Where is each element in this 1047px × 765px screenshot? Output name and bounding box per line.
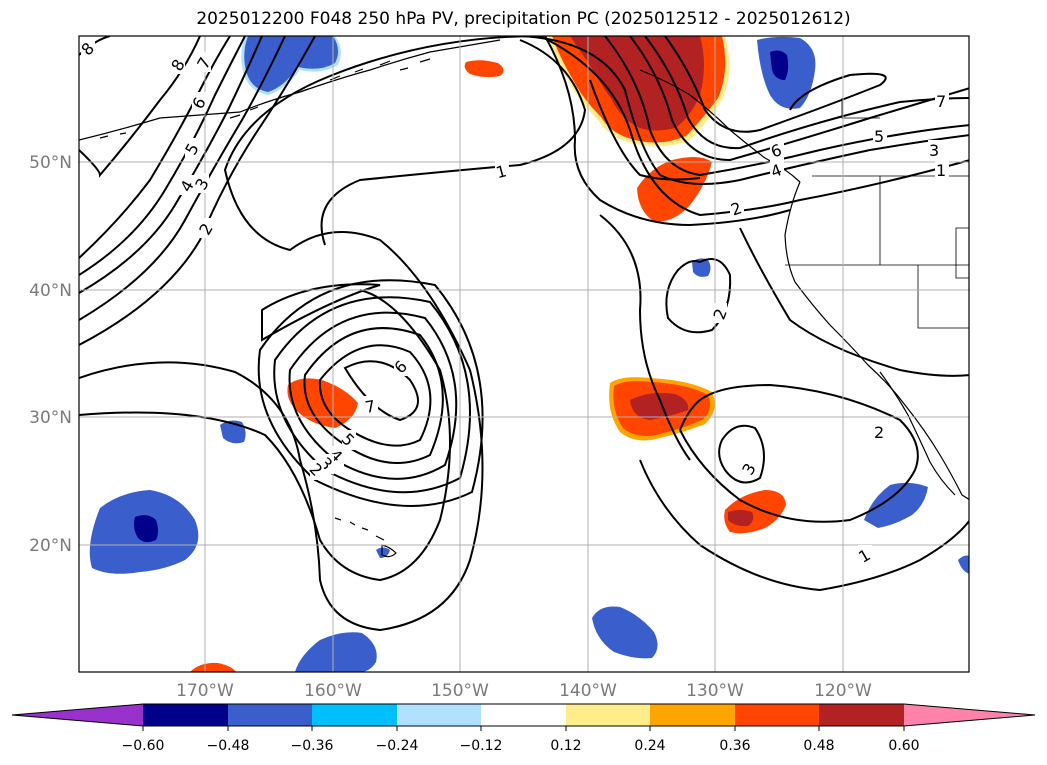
lon-label: 160°W: [304, 681, 362, 701]
colorbar-segment: [650, 704, 735, 726]
lon-label: 170°W: [176, 681, 234, 701]
graticule: [79, 36, 969, 672]
pv-contour: [664, 36, 887, 133]
positive-precip-core: [570, 36, 704, 131]
colorbar-tick-labels: −0.60 −0.48 −0.36 −0.24 −0.12 0.12 0.24 …: [122, 738, 920, 754]
colorbar-segment: [397, 704, 481, 726]
colorbar-extend-low: [12, 704, 143, 726]
colorbar-tick-label: 0.48: [803, 738, 834, 754]
negative-precip-area: [295, 632, 377, 672]
pv-contour: [79, 36, 231, 259]
pv-contour: [539, 36, 969, 217]
pv-contour: [273, 296, 471, 494]
pv-contour: [644, 36, 969, 150]
pv-contour: [629, 36, 969, 162]
colorbar-segment: [481, 704, 566, 726]
lon-label: 150°W: [431, 681, 489, 701]
negative-precip-area: [692, 258, 711, 277]
contour-label: 3: [929, 141, 939, 160]
map-frame: [78, 35, 970, 673]
colorbar-extend-high: [904, 704, 1035, 726]
state-borders: [785, 98, 969, 329]
negative-precip-area: [592, 606, 658, 659]
lon-label: 120°W: [814, 681, 872, 701]
colorbar-tick-label: −0.36: [291, 738, 334, 754]
lat-label: 20°N: [29, 536, 72, 556]
negative-precip-area: [864, 482, 928, 528]
colorbar-segment: [819, 704, 904, 726]
baja-coastline: [879, 371, 956, 496]
pv-contour: [544, 36, 791, 227]
contour-label: 7: [936, 92, 946, 111]
colorbar-tick-label: 0.24: [634, 738, 665, 754]
positive-precip-core: [728, 510, 754, 527]
colorbar: −0.60 −0.48 −0.36 −0.24 −0.12 0.12 0.24 …: [11, 703, 1036, 754]
pv-contours: [79, 36, 969, 632]
lat-label: 30°N: [29, 408, 72, 428]
lon-label: 140°W: [559, 681, 617, 701]
positive-precip-core: [630, 392, 689, 420]
lon-label: 130°W: [686, 681, 744, 701]
pv-contour: [288, 311, 458, 480]
colorbar-segment: [143, 704, 228, 726]
lat-label: 50°N: [29, 153, 72, 173]
aleutian-islands: [99, 58, 431, 139]
pv-contour: [639, 459, 969, 592]
colorbar-segment: [566, 704, 650, 726]
colorbar-tick-label: 0.12: [550, 738, 581, 754]
pv-contour: [79, 36, 263, 294]
contour-label-group: 8 8 7 6 5 4 3 2 1 2 2: [79, 38, 949, 567]
pv-contour: [261, 283, 381, 342]
map-title: 2025012200 F048 250 hPa PV, precipitatio…: [196, 9, 851, 29]
negative-precip-core: [134, 515, 158, 543]
negative-precip-area: [376, 547, 390, 558]
pv-contour: [739, 227, 969, 377]
colorbar-segment: [228, 704, 312, 726]
colorbar-tick-label: −0.12: [460, 738, 503, 754]
pv-contour: [589, 79, 701, 181]
negative-precip-area: [958, 555, 969, 574]
map-panel: 8 8 7 6 5 4 3 2 1 2 2: [78, 35, 970, 673]
pv-contour: [519, 36, 969, 185]
hawaii-islands: [334, 517, 397, 558]
negative-precip-core: [770, 50, 789, 80]
longitude-labels: 170°W 160°W 150°W 140°W 130°W 120°W: [176, 681, 872, 701]
positive-precip-area: [190, 662, 236, 672]
colorbar-tick-label: 0.36: [719, 738, 750, 754]
pv-contour: [599, 214, 691, 461]
positive-precip-area: [464, 60, 504, 78]
pv-contour: [257, 279, 484, 507]
colorbar-tick-label: −0.24: [376, 738, 419, 754]
map-background: [79, 36, 969, 672]
north-america-west-coastline: [784, 181, 969, 501]
alaska-coastline: [79, 39, 501, 141]
colorbar-segment: [312, 704, 397, 726]
pv-contour: [79, 289, 451, 582]
latitude-labels: 50°N 40°N 30°N 20°N: [29, 153, 72, 556]
contour-label: 5: [874, 127, 884, 146]
contour-label: 2: [874, 423, 884, 442]
contour-label: 7: [364, 396, 377, 416]
pv-contour: [303, 327, 444, 464]
colorbar-tick-label: −0.60: [122, 738, 165, 754]
contour-label: 1: [936, 161, 946, 180]
pv-contour: [318, 344, 432, 447]
colorbar-tick-label: −0.48: [207, 738, 250, 754]
colorbar-ticks: [142, 726, 905, 731]
precipitation-shading: [89, 36, 969, 672]
colorbar-segment: [735, 704, 819, 726]
colorbar-tick-label: 0.60: [888, 738, 919, 754]
pv-contour: [320, 39, 587, 246]
negative-precip-area: [244, 36, 339, 92]
lat-label: 40°N: [29, 281, 72, 301]
contour-label: 1: [494, 161, 509, 182]
pv-contour: [79, 36, 316, 346]
pv-contour: [665, 258, 732, 334]
pv-contour: [718, 424, 765, 484]
